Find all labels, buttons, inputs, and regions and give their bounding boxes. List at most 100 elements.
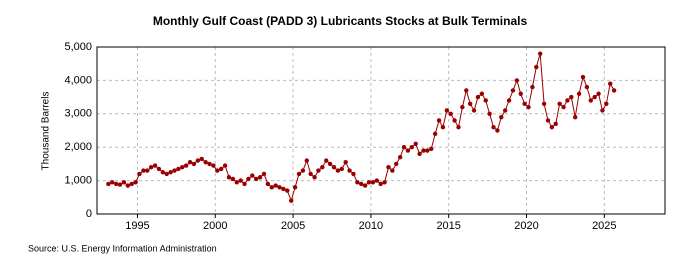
x-tick-label: 1995 (125, 220, 149, 232)
data-point (421, 148, 426, 153)
data-point (460, 104, 465, 110)
data-point (487, 111, 492, 117)
data-point (180, 165, 185, 170)
data-point (106, 181, 111, 187)
data-point (273, 183, 278, 188)
data-point (331, 165, 337, 170)
y-axis-label: Thousand Barrels (41, 92, 52, 171)
data-point (444, 108, 450, 113)
data-point (436, 118, 442, 123)
data-point (207, 161, 212, 167)
data-point (125, 183, 131, 188)
data-point (269, 185, 274, 190)
data-point (506, 98, 512, 103)
data-point (168, 170, 173, 175)
data-point (502, 108, 508, 113)
data-point (265, 181, 271, 187)
data-point (172, 168, 177, 173)
data-point (456, 124, 461, 130)
data-point (238, 178, 243, 183)
data-point (246, 176, 251, 182)
chart-title: Monthly Gulf Coast (PADD 3) Lubricants S… (153, 14, 528, 28)
data-point (281, 186, 286, 192)
data-point (160, 170, 166, 175)
data-point (296, 171, 302, 177)
data-point (541, 101, 547, 106)
data-point (471, 108, 477, 113)
data-point (312, 175, 317, 180)
data-point (514, 78, 520, 83)
data-point (549, 124, 555, 130)
data-point (203, 160, 208, 165)
data-point (569, 94, 574, 100)
data-point (483, 98, 488, 103)
data-point (495, 128, 500, 133)
data-point (534, 64, 539, 70)
data-point (121, 180, 127, 185)
data-point (405, 148, 411, 153)
data-point (432, 131, 438, 137)
data-point (222, 163, 228, 168)
data-point (588, 98, 593, 103)
data-point (382, 180, 387, 185)
data-point (327, 161, 333, 167)
data-point (343, 160, 348, 165)
data-point (378, 181, 383, 187)
x-tick-label: 2005 (281, 220, 305, 232)
data-point (362, 183, 368, 188)
x-tick-label: 2020 (514, 220, 538, 232)
data-point (518, 91, 523, 96)
data-point (467, 101, 473, 106)
data-point (292, 185, 298, 190)
data-point (499, 114, 504, 120)
data-point (584, 84, 590, 90)
data-point (464, 88, 469, 93)
data-point (553, 121, 558, 127)
data-point (394, 161, 399, 167)
data-point (429, 146, 434, 152)
source-note: Source: U.S. Energy Information Administ… (28, 243, 217, 253)
data-point (230, 176, 236, 182)
data-point (129, 181, 134, 187)
data-point (335, 168, 341, 173)
data-point (242, 181, 247, 187)
data-point (183, 163, 189, 168)
data-point (308, 171, 313, 177)
data-point (526, 104, 531, 110)
x-tick-label: 2025 (592, 220, 616, 232)
data-point (226, 175, 232, 180)
data-point (561, 104, 566, 110)
data-point (580, 74, 586, 80)
data-point (401, 145, 407, 150)
data-point (289, 198, 294, 203)
data-point (545, 118, 551, 123)
x-tick-label: 2015 (436, 220, 460, 232)
y-tick-label: 0 (86, 208, 92, 220)
data-point (253, 176, 259, 182)
data-point (257, 175, 263, 180)
data-point (113, 181, 119, 187)
data-point (537, 51, 543, 56)
data-point (557, 101, 562, 106)
data-point (596, 91, 601, 96)
data-point (320, 165, 325, 170)
data-point (522, 101, 527, 106)
y-tick-label: 5,000 (64, 41, 92, 53)
data-point (137, 171, 142, 177)
data-point (316, 168, 321, 173)
data-point (366, 180, 372, 185)
y-tick-label: 3,000 (64, 108, 92, 120)
data-point (479, 91, 485, 96)
data-point (110, 180, 115, 185)
data-point (452, 118, 457, 123)
data-point (592, 94, 597, 100)
data-point (386, 165, 391, 170)
data-point (145, 168, 150, 173)
data-point (191, 161, 197, 167)
data-point (600, 108, 605, 113)
data-point (448, 111, 453, 117)
data-point (475, 94, 481, 100)
data-point (530, 84, 535, 90)
data-point (218, 166, 224, 172)
